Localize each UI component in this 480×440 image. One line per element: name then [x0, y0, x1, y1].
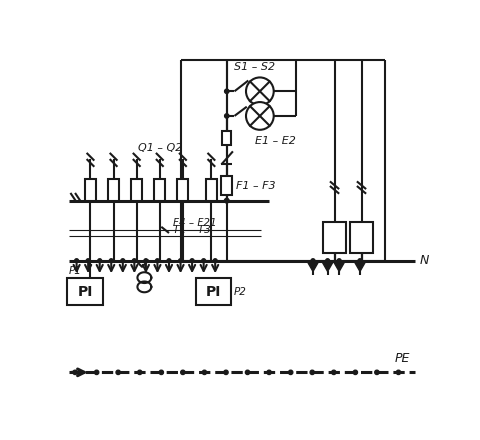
- Circle shape: [337, 259, 341, 263]
- Text: PE: PE: [395, 352, 410, 365]
- Circle shape: [116, 370, 120, 374]
- Circle shape: [288, 370, 293, 374]
- Circle shape: [156, 259, 159, 263]
- Circle shape: [180, 370, 185, 374]
- Text: P1: P1: [69, 266, 82, 276]
- Circle shape: [375, 370, 379, 374]
- Circle shape: [144, 259, 148, 263]
- Circle shape: [109, 259, 113, 263]
- Circle shape: [246, 102, 274, 130]
- Text: P2: P2: [234, 287, 247, 297]
- Polygon shape: [333, 260, 345, 271]
- Circle shape: [190, 259, 194, 263]
- Circle shape: [73, 370, 77, 374]
- Circle shape: [245, 370, 250, 374]
- Circle shape: [98, 259, 102, 263]
- FancyBboxPatch shape: [178, 179, 188, 201]
- FancyBboxPatch shape: [221, 176, 232, 195]
- Circle shape: [159, 370, 164, 374]
- Circle shape: [225, 89, 229, 93]
- Polygon shape: [354, 260, 366, 271]
- Circle shape: [267, 370, 271, 374]
- Circle shape: [326, 259, 330, 263]
- Circle shape: [202, 370, 206, 374]
- Circle shape: [353, 370, 358, 374]
- Circle shape: [224, 370, 228, 374]
- FancyBboxPatch shape: [323, 222, 346, 253]
- Text: S1 – S2: S1 – S2: [234, 62, 276, 72]
- Circle shape: [138, 370, 142, 374]
- Polygon shape: [322, 260, 334, 271]
- FancyBboxPatch shape: [222, 131, 231, 145]
- FancyBboxPatch shape: [206, 179, 217, 201]
- Polygon shape: [307, 260, 319, 271]
- Circle shape: [310, 370, 314, 374]
- Circle shape: [95, 370, 99, 374]
- FancyBboxPatch shape: [131, 179, 142, 201]
- Circle shape: [75, 259, 79, 263]
- Text: F4 – F21: F4 – F21: [173, 218, 216, 228]
- FancyBboxPatch shape: [196, 279, 231, 305]
- Circle shape: [132, 259, 136, 263]
- Circle shape: [332, 370, 336, 374]
- Text: PI: PI: [77, 285, 93, 299]
- Circle shape: [246, 77, 274, 105]
- Circle shape: [86, 259, 90, 263]
- FancyBboxPatch shape: [108, 179, 119, 201]
- Circle shape: [225, 198, 229, 203]
- Text: PI: PI: [206, 285, 221, 299]
- Circle shape: [358, 259, 362, 263]
- Circle shape: [179, 259, 182, 263]
- Text: N: N: [419, 254, 429, 267]
- FancyBboxPatch shape: [155, 179, 165, 201]
- Circle shape: [311, 259, 315, 263]
- FancyBboxPatch shape: [67, 279, 103, 305]
- Circle shape: [225, 114, 229, 118]
- Circle shape: [213, 259, 217, 263]
- Circle shape: [202, 259, 205, 263]
- FancyBboxPatch shape: [85, 179, 96, 201]
- Text: Q1 – Q2: Q1 – Q2: [138, 143, 182, 153]
- Text: T1 – T3: T1 – T3: [173, 225, 211, 235]
- Circle shape: [167, 259, 171, 263]
- Circle shape: [396, 370, 401, 374]
- Circle shape: [121, 259, 125, 263]
- FancyBboxPatch shape: [350, 222, 373, 253]
- Text: E1 – E2: E1 – E2: [255, 136, 296, 146]
- Text: F1 – F3: F1 – F3: [236, 181, 276, 191]
